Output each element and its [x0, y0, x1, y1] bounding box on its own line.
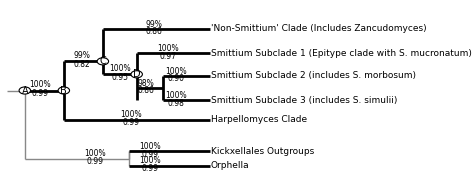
Circle shape: [131, 71, 142, 78]
Text: 0.99: 0.99: [87, 157, 103, 166]
Text: 0.90: 0.90: [167, 74, 184, 83]
Text: C: C: [100, 56, 106, 66]
Text: 100%: 100%: [165, 67, 186, 75]
Text: A: A: [21, 85, 28, 96]
Text: B: B: [61, 85, 67, 96]
Text: 100%: 100%: [139, 142, 161, 151]
Text: 100%: 100%: [109, 64, 130, 73]
Circle shape: [58, 87, 70, 94]
Text: Kickxellales Outgroups: Kickxellales Outgroups: [211, 147, 314, 156]
Text: 0.95: 0.95: [111, 73, 128, 82]
Text: 100%: 100%: [29, 80, 51, 89]
Text: 100%: 100%: [121, 110, 142, 119]
Circle shape: [97, 58, 109, 65]
Text: Smittium Subclade 3 (includes S. simulii): Smittium Subclade 3 (includes S. simulii…: [211, 96, 397, 105]
Text: 98%: 98%: [137, 79, 154, 88]
Text: Harpellomyces Clade: Harpellomyces Clade: [211, 115, 307, 124]
Text: 0.97: 0.97: [159, 52, 176, 61]
Text: Smittium Subclade 1 (Epitype clade with S. mucronatum): Smittium Subclade 1 (Epitype clade with …: [211, 49, 472, 58]
Text: 0.86: 0.86: [145, 27, 162, 36]
Text: 99%: 99%: [145, 20, 162, 29]
Text: 100%: 100%: [84, 149, 106, 158]
Text: Smittium Subclade 2 (includes S. morbosum): Smittium Subclade 2 (includes S. morbosu…: [211, 71, 416, 80]
Text: 0.99: 0.99: [141, 150, 158, 159]
Text: 0.99: 0.99: [141, 164, 158, 173]
Text: 100%: 100%: [157, 44, 179, 53]
Text: D: D: [133, 69, 140, 79]
Text: 0.86: 0.86: [137, 87, 154, 96]
Text: Orphella: Orphella: [211, 161, 249, 170]
Text: 'Non-Smittium' Clade (Includes Zancudomyces): 'Non-Smittium' Clade (Includes Zancudomy…: [211, 24, 427, 33]
Text: 0.99: 0.99: [32, 89, 49, 98]
Text: 0.98: 0.98: [167, 99, 184, 108]
Text: 100%: 100%: [165, 91, 186, 100]
Text: 99%: 99%: [73, 51, 91, 60]
Circle shape: [19, 87, 30, 94]
Text: 0.82: 0.82: [73, 60, 91, 69]
Text: 100%: 100%: [139, 157, 161, 165]
Text: 0.99: 0.99: [123, 118, 140, 127]
